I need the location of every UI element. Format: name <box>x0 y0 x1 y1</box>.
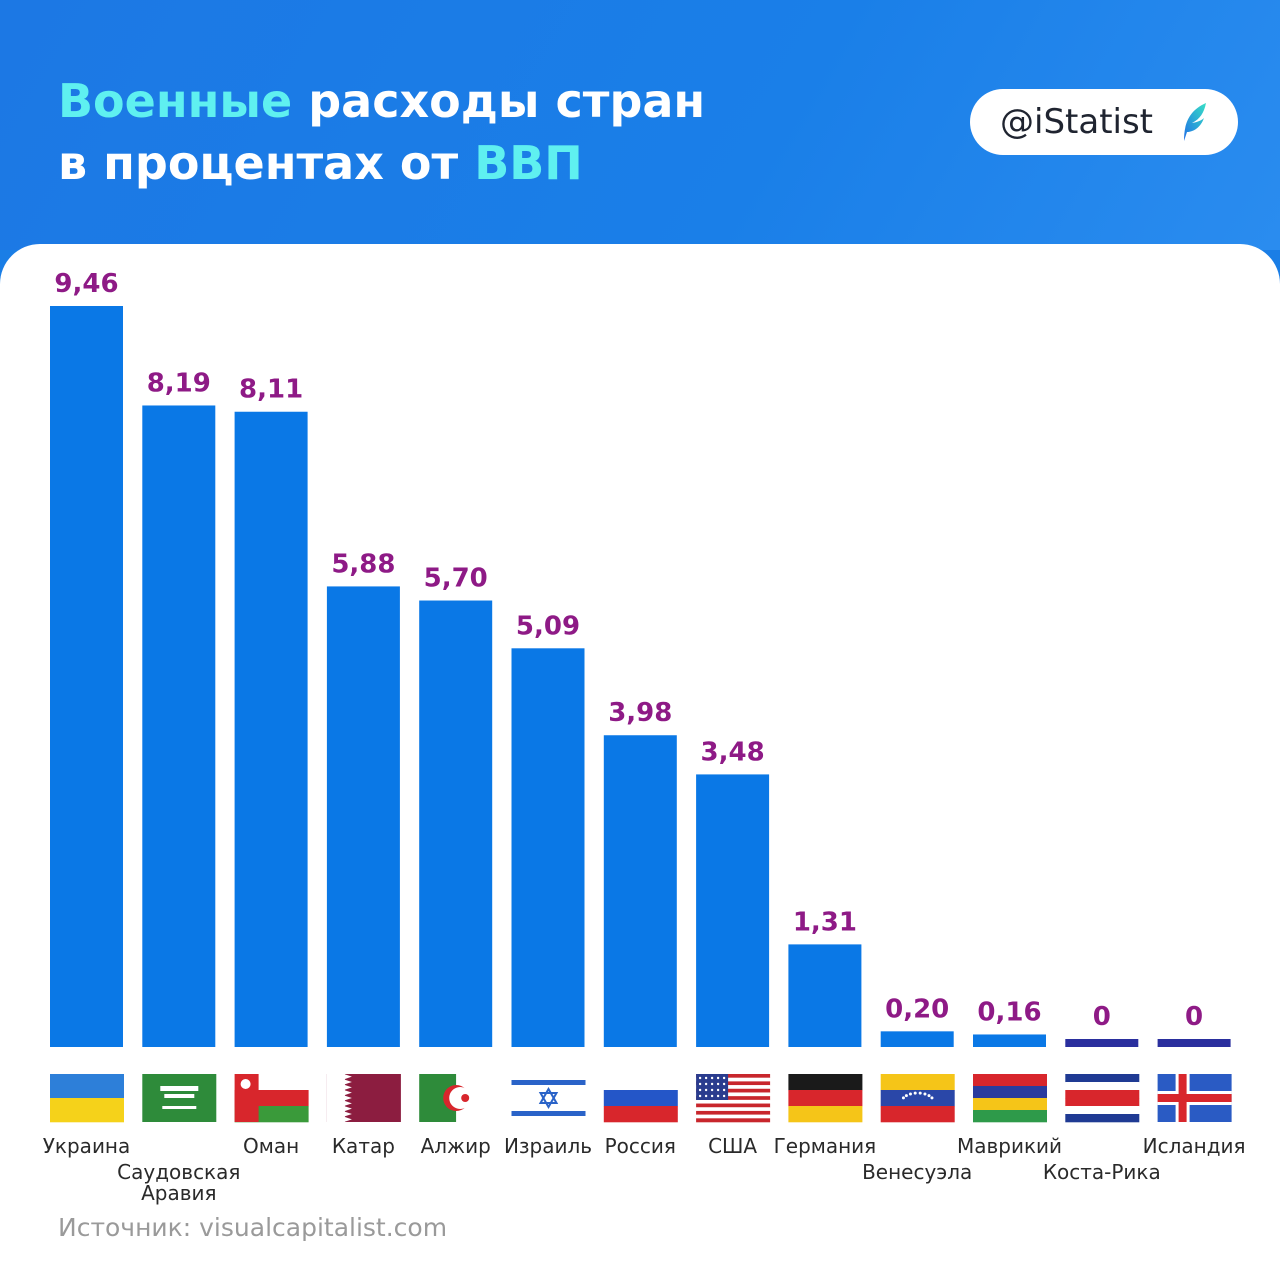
bar-6 <box>511 648 585 1047</box>
category-label-8: США <box>708 1134 757 1158</box>
bar-chart: 9,46 Украина 8,19 Саудовская Аравия 8,11 Оман 5… <box>43 269 1246 1205</box>
category-label-9: Германия <box>774 1134 877 1158</box>
category-label-3: Оман <box>243 1134 299 1158</box>
germany-flag-icon <box>788 1074 863 1123</box>
value-label-11: 0,16 <box>977 997 1041 1027</box>
badge-handle: @iStatist <box>1000 102 1154 142</box>
value-label-2: 8,19 <box>147 368 211 398</box>
value-label-12: 0 <box>1093 1002 1111 1032</box>
saudi-arabia-flag-icon <box>142 1074 217 1122</box>
bar-9 <box>788 944 862 1047</box>
bar-2 <box>142 405 216 1047</box>
title-highlight-1: Военные <box>58 74 293 128</box>
chart-title: Военные расходы стран в процентах от ВВП <box>58 70 705 194</box>
category-label-11: Маврикий <box>957 1134 1062 1158</box>
source-note: Источник: visualcapitalist.com <box>58 1213 448 1242</box>
venezuela-flag-icon <box>880 1074 955 1123</box>
bar-13 <box>1157 1039 1231 1047</box>
value-label-4: 5,88 <box>331 549 395 579</box>
bar-11 <box>973 1034 1046 1047</box>
bar-1 <box>50 306 123 1047</box>
category-label-6: Израиль <box>504 1134 592 1158</box>
header: Военные расходы стран в процентах от ВВП … <box>0 0 1280 250</box>
value-label-8: 3,48 <box>701 737 765 767</box>
category-label-12: Коста-Рика <box>1043 1160 1161 1184</box>
category-label-13: Исландия <box>1143 1134 1246 1158</box>
qatar-flag-icon <box>326 1074 401 1122</box>
istatist-badge[interactable]: @iStatist <box>970 89 1238 155</box>
title-part-2: в процентах от <box>58 136 475 190</box>
bar-7 <box>603 735 677 1047</box>
chart-panel: 9,46 Украина 8,19 Саудовская Аравия 8,11 Оман 5… <box>0 244 1280 1280</box>
value-label-6: 5,09 <box>516 611 580 641</box>
title-part-1: расходы стран <box>292 74 706 128</box>
title-highlight-2: ВВП <box>474 136 583 190</box>
value-label-9: 1,31 <box>793 907 857 937</box>
mauritius-flag-icon <box>973 1074 1047 1123</box>
bar-3 <box>234 411 308 1047</box>
oman-flag-icon <box>234 1074 309 1123</box>
value-label-3: 8,11 <box>239 375 303 405</box>
category-label-5: Алжир <box>421 1134 491 1158</box>
category-label-1: Украина <box>43 1134 131 1158</box>
usa-flag-icon <box>696 1074 771 1123</box>
category-label-7: Россия <box>605 1134 676 1158</box>
category-label-10: Венесуэла <box>862 1160 972 1184</box>
category-label-4: Катар <box>332 1134 395 1158</box>
israel-flag-icon <box>511 1074 586 1122</box>
costa-rica-flag-icon <box>1065 1074 1140 1123</box>
bar-8 <box>696 774 770 1047</box>
value-label-10: 0,20 <box>885 994 949 1024</box>
category-label-2: Саудовская Аравия <box>117 1160 240 1205</box>
value-label-1: 9,46 <box>54 269 118 299</box>
bar-5 <box>419 600 493 1047</box>
value-label-13: 0 <box>1185 1002 1203 1032</box>
value-label-7: 3,98 <box>608 698 672 728</box>
algeria-flag-icon <box>419 1074 494 1122</box>
bar-12 <box>1065 1039 1139 1047</box>
value-label-5: 5,70 <box>424 564 488 594</box>
russia-flag-icon <box>603 1074 678 1123</box>
ukraine-flag-icon <box>50 1074 124 1123</box>
feather-logo-icon <box>1184 103 1206 141</box>
bar-10 <box>880 1031 954 1047</box>
iceland-flag-icon <box>1157 1074 1232 1122</box>
bar-4 <box>326 586 400 1047</box>
